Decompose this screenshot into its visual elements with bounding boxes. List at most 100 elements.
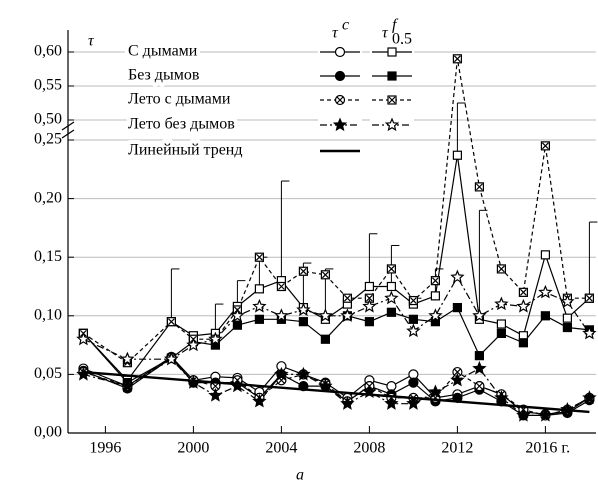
marker-shape <box>450 372 465 387</box>
marker <box>584 293 595 303</box>
marker-shape <box>560 294 575 308</box>
marker <box>232 320 242 330</box>
marker <box>186 337 201 352</box>
marker-cross <box>475 382 483 390</box>
marker-cross <box>409 297 417 304</box>
marker-shape <box>120 351 135 366</box>
marker <box>387 47 397 57</box>
legend-label: Линейный тренд <box>128 142 243 159</box>
marker-shape <box>582 325 597 340</box>
marker <box>164 351 179 366</box>
legend-header-sup: f <box>392 17 399 34</box>
marker-shape <box>334 70 346 82</box>
marker <box>274 308 289 322</box>
x-tick-label: 1996 <box>89 440 121 457</box>
y-tick-label: 0,20 <box>34 189 62 206</box>
marker <box>538 407 553 422</box>
axis-break <box>61 129 75 139</box>
marker <box>384 290 399 305</box>
marker <box>298 266 308 276</box>
y-tick-label: 0,25 <box>34 131 62 148</box>
marker <box>452 54 462 64</box>
marker <box>540 250 551 260</box>
marker-shape <box>562 322 573 333</box>
marker <box>298 317 308 327</box>
marker-cross <box>211 382 219 390</box>
marker <box>166 317 176 327</box>
legend-header-sub: 0,5 <box>392 31 412 48</box>
marker-shape <box>232 320 242 330</box>
marker-shape <box>562 313 573 323</box>
marker-shape <box>540 250 551 260</box>
marker-shape <box>540 311 551 321</box>
x-tick-label: 2008 <box>353 440 385 457</box>
marker <box>76 331 91 346</box>
marker-shape <box>494 296 509 311</box>
marker-shape <box>408 377 419 388</box>
marker <box>472 308 487 322</box>
marker <box>496 328 506 338</box>
marker <box>254 284 264 294</box>
marker-shape <box>496 328 506 338</box>
marker <box>428 308 443 322</box>
marker <box>386 307 396 317</box>
marker-shape <box>120 378 135 393</box>
marker <box>474 351 484 361</box>
marker-shape <box>364 281 374 292</box>
marker-shape <box>452 150 462 160</box>
marker-shape <box>408 314 418 324</box>
marker <box>386 264 396 274</box>
marker <box>120 351 135 366</box>
marker-cross <box>519 288 527 296</box>
marker-cross <box>167 318 175 326</box>
y-tick-label: 0,00 <box>34 424 62 441</box>
series-line <box>83 275 590 360</box>
x-tick-label: 2000 <box>177 440 209 457</box>
marker-cross <box>585 294 593 302</box>
marker-shape <box>387 47 397 57</box>
marker <box>430 276 440 286</box>
marker-shape <box>472 308 487 322</box>
y-tick-label: 0,05 <box>34 365 62 382</box>
marker <box>334 70 346 82</box>
marker <box>452 366 463 378</box>
legend-label: С дымами <box>128 43 198 60</box>
marker <box>387 71 397 81</box>
series-line <box>82 306 590 384</box>
marker <box>320 334 330 344</box>
marker <box>582 390 597 404</box>
marker-shape <box>384 290 399 305</box>
marker-shape <box>274 366 289 381</box>
marker <box>332 117 348 132</box>
marker <box>274 366 289 381</box>
marker-shape <box>254 284 264 294</box>
marker-shape <box>340 396 355 410</box>
marker <box>518 338 529 348</box>
marker-shape <box>386 281 396 292</box>
marker <box>230 308 245 322</box>
marker-cross <box>277 283 285 290</box>
marker <box>340 396 355 410</box>
caption: а <box>296 467 304 484</box>
marker-cross <box>541 142 549 150</box>
series-line <box>83 357 590 417</box>
marker <box>296 302 311 317</box>
marker-shape <box>296 366 311 381</box>
marker-cross <box>431 277 439 285</box>
marker-shape <box>384 117 400 132</box>
marker <box>496 264 506 274</box>
marker-cross <box>255 253 263 261</box>
marker-shape <box>516 298 531 313</box>
marker-shape <box>252 298 267 313</box>
axis-break <box>61 121 75 131</box>
marker <box>494 296 509 311</box>
marker-shape <box>332 117 348 132</box>
marker-shape <box>298 317 308 327</box>
marker <box>518 287 529 297</box>
x-tick-label: 2016 г. <box>525 440 570 457</box>
y-tick-label: 0,60 <box>34 43 62 60</box>
marker-shape <box>428 384 443 399</box>
marker <box>452 302 462 313</box>
marker-shape <box>387 71 397 81</box>
marker-shape <box>538 407 553 422</box>
